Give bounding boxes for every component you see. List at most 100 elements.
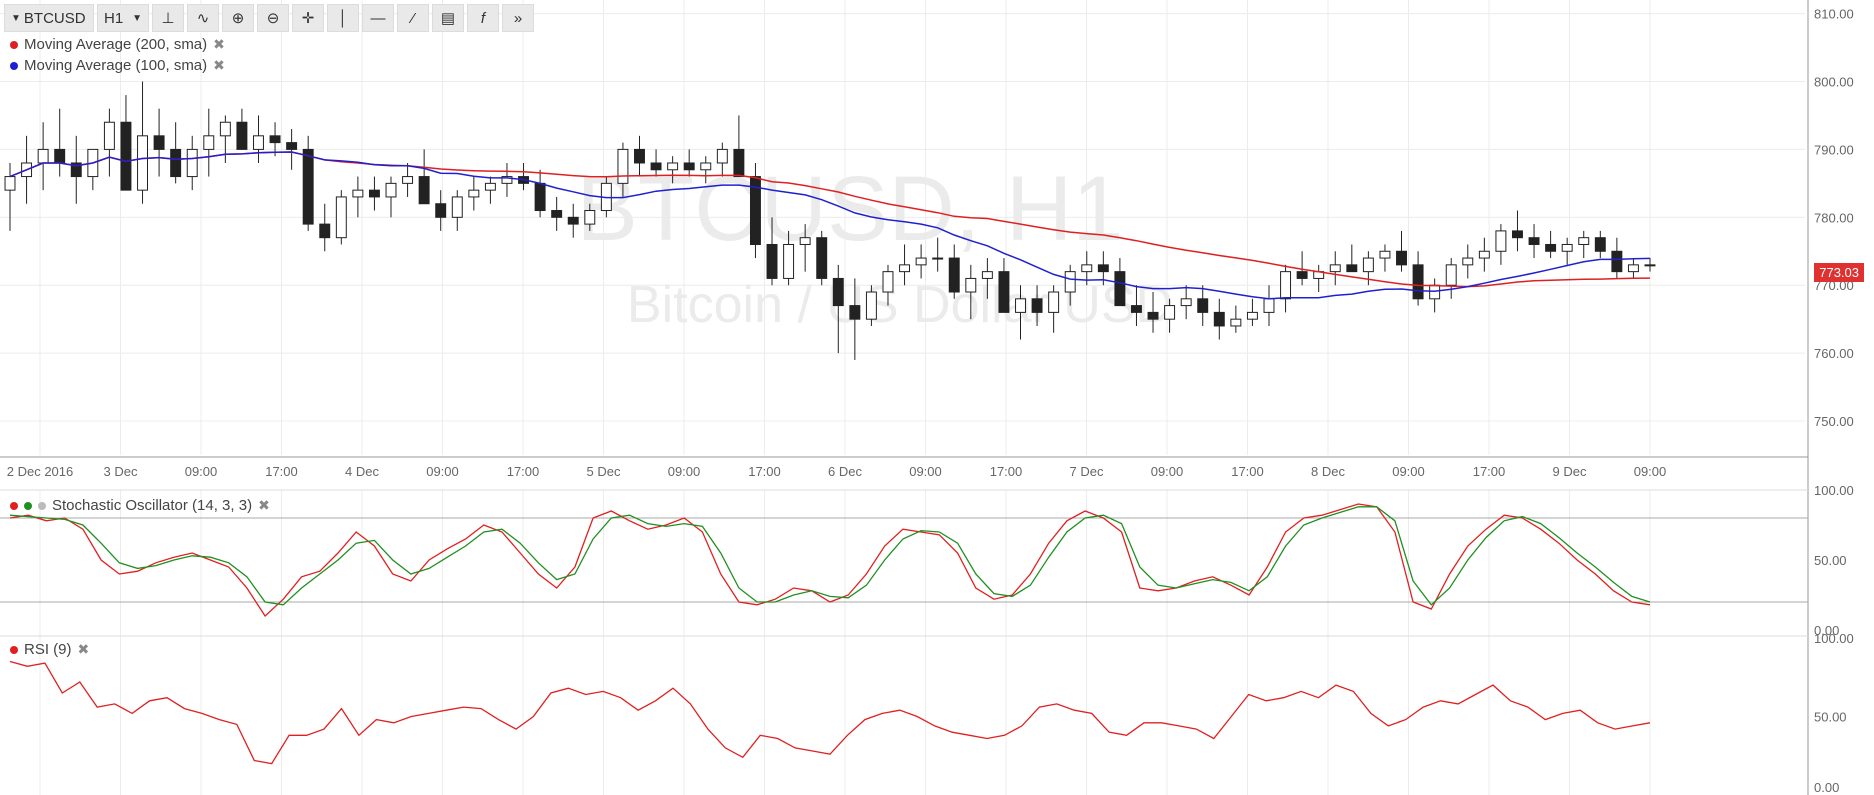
- ma200-color-dot: [10, 40, 18, 49]
- function-icon[interactable]: f: [467, 4, 499, 32]
- candle: [915, 257, 927, 266]
- last-price-tag: 773.03: [1814, 263, 1864, 282]
- stochastic-legend: Stochastic Oscillator (14, 3, 3) ✖: [10, 497, 270, 514]
- candle: [1545, 243, 1557, 252]
- rsi-y-tick: 0.00: [1814, 780, 1839, 795]
- x-tick-label: 17:00: [1231, 464, 1264, 479]
- y-tick-label: 760.00: [1814, 346, 1854, 361]
- candle: [1164, 305, 1176, 320]
- candle: [501, 176, 513, 184]
- x-tick-label: 09:00: [426, 464, 459, 479]
- candle: [1114, 271, 1126, 307]
- x-tick-label: 2 Dec 2016: [7, 464, 74, 479]
- stochastic-label: Stochastic Oscillator (14, 3, 3): [52, 497, 253, 514]
- candle: [1280, 271, 1292, 300]
- candle: [1329, 264, 1341, 273]
- candle: [1081, 264, 1093, 273]
- candle: [385, 182, 397, 198]
- vertical-line-icon[interactable]: │: [327, 4, 359, 32]
- crosshair-icon[interactable]: ✛: [292, 4, 324, 32]
- zoom-in-icon[interactable]: ⊕: [222, 4, 254, 32]
- stoch-line: [9, 506, 1651, 606]
- candle: [766, 243, 778, 279]
- candle: [451, 196, 463, 218]
- x-tick-label: 7 Dec: [1070, 464, 1104, 479]
- x-tick-label: 17:00: [990, 464, 1023, 479]
- candle: [1064, 271, 1076, 293]
- resolution-selector[interactable]: H1 ▼: [97, 4, 149, 32]
- candle: [948, 257, 960, 293]
- symbol-selector[interactable]: ▼ BTCUSD: [4, 4, 94, 32]
- candle: [319, 223, 331, 239]
- line-chart-icon[interactable]: ∿: [187, 4, 219, 32]
- candle: [170, 148, 182, 178]
- candle: [203, 135, 215, 150]
- candle: [1445, 264, 1457, 286]
- remove-rsi-icon[interactable]: ✖: [77, 641, 90, 657]
- rsi-y-tick: 50.00: [1814, 710, 1847, 725]
- candle: [1611, 250, 1623, 273]
- candle: [1031, 298, 1043, 313]
- candle: [634, 148, 645, 164]
- candle: [286, 142, 298, 150]
- candle: [1246, 311, 1258, 320]
- candle: [335, 196, 347, 239]
- candle: [1528, 237, 1540, 245]
- candle: [1396, 250, 1407, 266]
- remove-ma200-icon[interactable]: ✖: [213, 36, 225, 52]
- x-tick-label: 6 Dec: [828, 464, 862, 479]
- fast-forward-icon[interactable]: »: [502, 4, 534, 32]
- candle: [1015, 298, 1026, 313]
- y-tick-label: 810.00: [1814, 7, 1854, 22]
- candle: [1197, 298, 1209, 313]
- candle: [1048, 291, 1060, 313]
- candle: [1644, 264, 1656, 267]
- candle: [153, 135, 165, 150]
- remove-ma100-icon[interactable]: ✖: [213, 57, 225, 73]
- ma100-legend: Moving Average (100, sma) ✖: [10, 57, 225, 74]
- x-tick-label: 09:00: [1151, 464, 1184, 479]
- candle: [981, 271, 993, 279]
- symbol-label: BTCUSD: [23, 9, 86, 27]
- candle: [137, 135, 148, 191]
- candle: [1346, 264, 1358, 273]
- symbol-caret-icon: ▼: [11, 12, 21, 24]
- remove-stochastic-icon[interactable]: ✖: [258, 497, 270, 513]
- candle: [1180, 298, 1192, 307]
- trend-line-icon[interactable]: ⁄: [397, 4, 429, 32]
- y-tick-label: 790.00: [1814, 142, 1854, 157]
- candle: [998, 271, 1010, 313]
- candle: [1230, 318, 1242, 327]
- candle: [1478, 250, 1490, 259]
- candle: [700, 162, 712, 171]
- candle: [70, 162, 82, 178]
- zoom-out-icon[interactable]: ⊖: [257, 4, 289, 32]
- candle: [832, 277, 844, 307]
- x-tick-label: 17:00: [1473, 464, 1506, 479]
- fibonacci-icon[interactable]: ▤: [432, 4, 464, 32]
- stoch-line: [9, 503, 1651, 618]
- bars-settings-icon[interactable]: ⊥: [152, 4, 184, 32]
- candle: [219, 121, 231, 137]
- rsi-line: [9, 660, 1651, 765]
- stoch-y-tick: 50.00: [1814, 553, 1847, 568]
- ma200-label: Moving Average (200, sma): [24, 36, 208, 53]
- rsi-legend: RSI (9) ✖: [10, 641, 89, 658]
- candle: [783, 243, 795, 279]
- chevron-down-icon: ▼: [132, 12, 142, 24]
- candle: [1412, 264, 1424, 300]
- horizontal-line-icon[interactable]: —: [362, 4, 394, 32]
- candle: [468, 189, 480, 198]
- candle: [1512, 230, 1523, 239]
- candle: [534, 182, 546, 212]
- candle: [484, 182, 496, 191]
- candle: [1130, 305, 1142, 313]
- candle: [849, 305, 861, 320]
- candle: [1263, 298, 1275, 313]
- y-tick-label: 800.00: [1814, 74, 1854, 89]
- candle: [567, 216, 579, 225]
- candle: [1147, 311, 1159, 320]
- candle: [1362, 257, 1374, 273]
- candle: [253, 135, 264, 150]
